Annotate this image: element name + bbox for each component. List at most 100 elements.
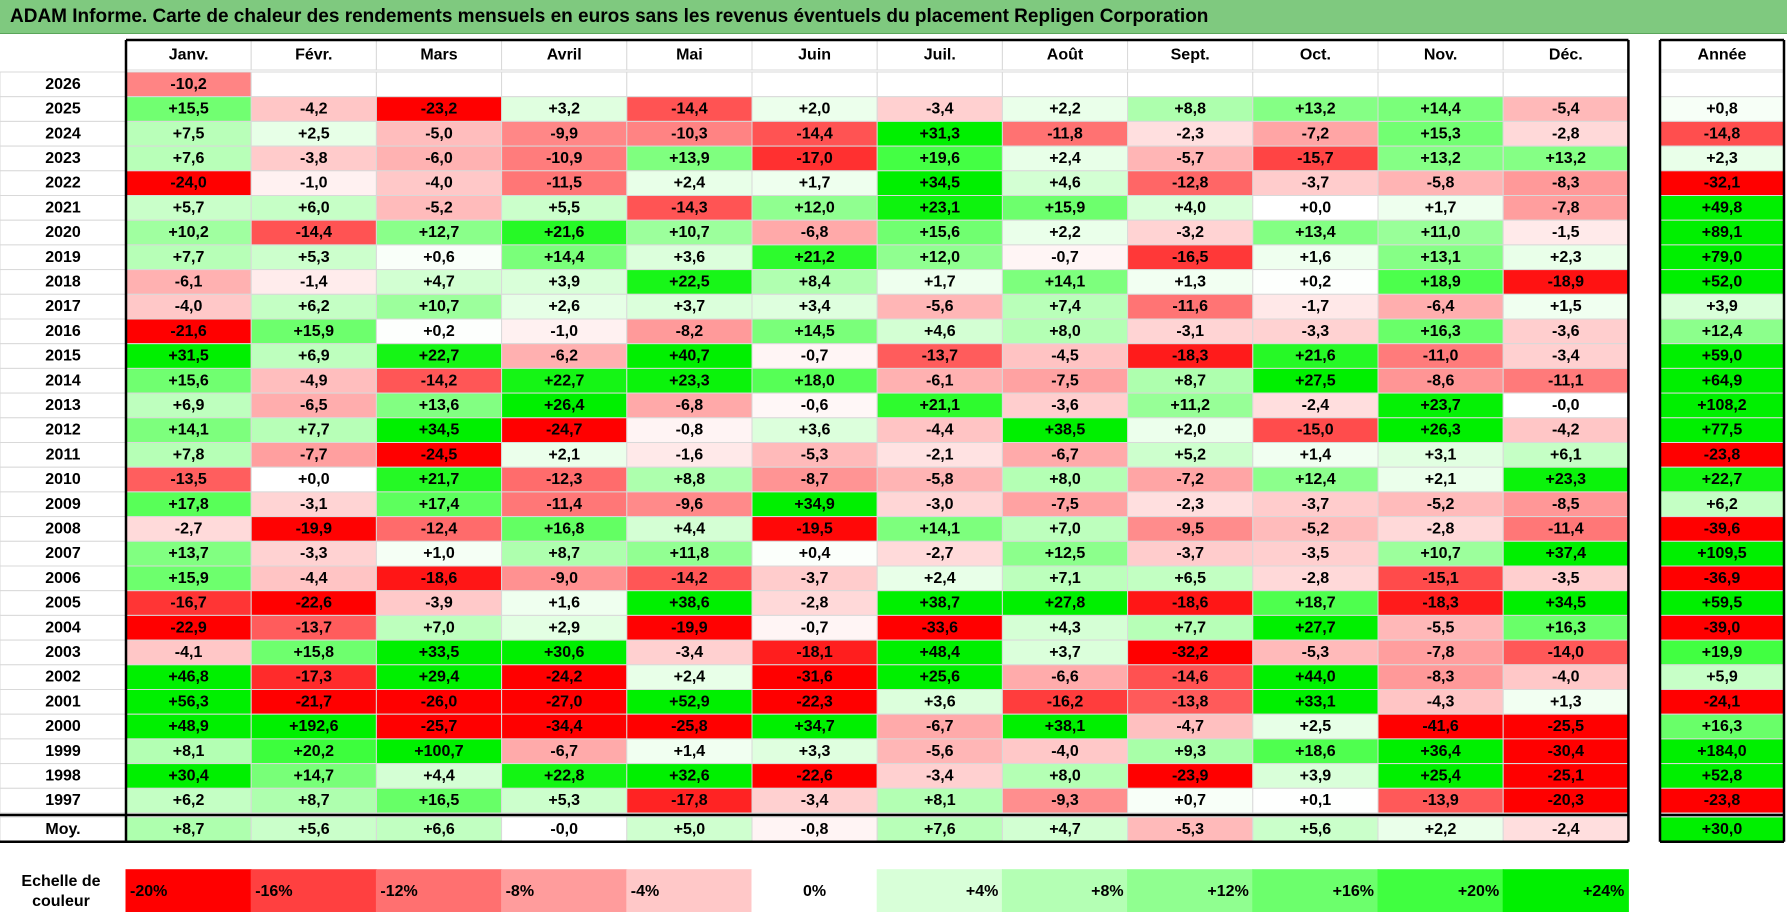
heatmap-cell [501,639,628,666]
heatmap-cell-label: -13,8 [1172,693,1209,710]
heatmap-cell-label: -5,4 [1552,101,1580,118]
year-label: 2002 [45,669,81,686]
heatmap-cell-label: +18,9 [1420,273,1461,290]
heatmap-cell [1377,367,1504,394]
annual-cell-label: +3,9 [1706,298,1738,315]
heatmap-cell [1377,120,1504,147]
color-scale-label-value: +24% [1583,883,1624,900]
year-label: 2007 [45,545,81,562]
heatmap-cell [1502,664,1629,690]
average-cell [1502,816,1629,843]
heatmap-cell [626,145,753,172]
heatmap-cell [1252,96,1379,122]
heatmap-cell-label: -14,2 [421,372,458,389]
heatmap-cell [876,713,1003,740]
heatmap-cell-label: -22,9 [170,619,207,636]
heatmap-cell-label: -6,4 [1427,298,1455,315]
heatmap-cell-label: -3,4 [926,101,954,118]
heatmap-cell [751,318,878,345]
heatmap-cell-label: -3,1 [300,496,328,513]
annual-cell-label: +59,0 [1702,348,1743,365]
heatmap-cell-label: +21,2 [794,249,835,266]
heatmap-cell [1001,614,1129,641]
heatmap-cell-label: -6,8 [676,397,704,414]
heatmap-cell [1001,71,1129,98]
heatmap-cell-label: +18,7 [1295,595,1336,612]
heatmap-cell-label: +32,6 [669,767,710,784]
heatmap-cell [626,713,753,740]
heatmap-cell [1127,417,1254,443]
heatmap-cell-label: +15,9 [168,570,209,587]
heatmap-cell-label: +15,5 [168,101,209,118]
heatmap-cell [375,565,503,592]
heatmap-cell [751,145,878,172]
heatmap-cell [501,689,628,715]
heatmap-cell-label: +38,7 [920,595,961,612]
heatmap-cell [1252,466,1379,493]
heatmap-cell [125,614,252,641]
year-label: 2009 [45,496,81,513]
heatmap-cell-label: +3,1 [1425,446,1457,463]
year-label: 2022 [45,175,81,192]
heatmap-cell [751,639,878,666]
heatmap-cell-label: -14,6 [1172,669,1209,686]
color-scale-swatch [1377,869,1504,912]
heatmap-cell-label: -0,6 [801,397,829,414]
heatmap-cell-label: +13,7 [168,545,209,562]
heatmap-cell-label: -1,7 [1302,298,1330,315]
heatmap-cell-label: -6,7 [1051,446,1079,463]
heatmap-cell-label: +5,2 [1174,446,1206,463]
heatmap-cell [751,96,878,122]
average-cell-label: +2,2 [1425,821,1457,838]
heatmap-cell-label: -11,5 [546,175,582,192]
heatmap-cell [876,565,1003,592]
heatmap-cell-label: +1,3 [1174,273,1206,290]
heatmap-cell-label: -8,5 [1552,496,1580,513]
heatmap-cell-label: -5,7 [1176,150,1204,167]
heatmap-cell [1127,466,1254,493]
heatmap-cell [751,787,878,814]
annual-cell-label: +79,0 [1702,249,1743,266]
heatmap-cell-label: +6,9 [298,348,330,365]
heatmap-cell-label: -14,0 [1548,644,1585,661]
average-cell-label: -5,3 [1176,821,1204,838]
heatmap-cell-label: -3,4 [926,767,954,784]
heatmap-cell-label: +6,9 [173,397,205,414]
annual-cell [1659,466,1785,493]
heatmap-cell-label: -15,1 [1422,570,1459,587]
heatmap-cell-label: -2,1 [926,446,954,463]
heatmap-cell [1377,442,1504,468]
heatmap-cell-label: +2,1 [548,446,580,463]
heatmap-cell-label: -1,5 [1552,224,1580,241]
annual-cell-label: -24,1 [1704,693,1741,710]
heatmap-cell-label: +8,7 [548,545,580,562]
heatmap-cell-label: -7,5 [1051,496,1079,513]
annual-cell-label: +52,0 [1702,273,1743,290]
year-label: 2023 [45,150,81,167]
heatmap-cell [375,269,503,295]
title-bar: ADAM Informe. Carte de chaleur des rende… [0,0,1787,34]
heatmap-cell-label: +11,2 [1170,397,1210,414]
heatmap-cell [125,170,252,197]
heatmap-cell [250,713,377,740]
month-header: Janv. [169,47,209,64]
heatmap-cell-label: -22,6 [796,767,833,784]
heatmap-cell-label: -17,0 [796,150,833,167]
heatmap-cell-label: +0,6 [423,249,455,266]
heatmap-cell [1127,318,1254,345]
annual-cell-label: +59,5 [1702,595,1743,612]
heatmap-cell-label: -11,6 [1172,298,1208,315]
heatmap-cell-label: +13,4 [1295,224,1336,241]
annual-cell-label: -36,9 [1704,570,1741,587]
heatmap-cell-label: +2,4 [924,570,956,587]
year-label: 2015 [45,348,81,365]
heatmap-cell-label: -3,7 [1176,545,1204,562]
year-label-cell [0,516,127,542]
heatmap-cell [1001,293,1129,320]
heatmap-cell [125,417,252,443]
heatmap-cell [1001,738,1129,765]
heatmap-cell-label: -2,8 [1302,570,1330,587]
heatmap-cell-label: -7,8 [1427,644,1455,661]
heatmap-cell-label: +8,1 [173,743,205,760]
heatmap-cell-label: +4,0 [1174,199,1206,216]
